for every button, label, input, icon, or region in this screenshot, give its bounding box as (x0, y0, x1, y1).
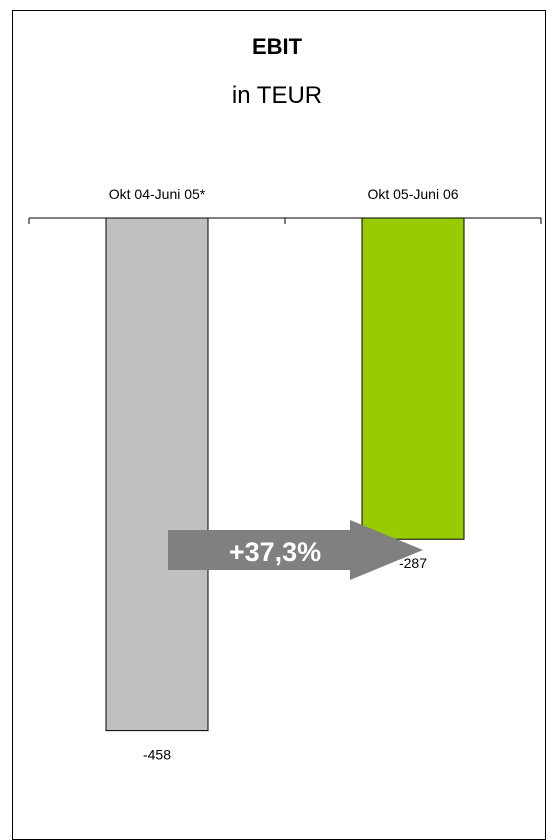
change-arrow (168, 520, 423, 580)
category-label-1: Okt 04-Juni 05* (109, 186, 206, 202)
data-label-2: -287 (399, 555, 427, 571)
chart-title: EBIT (251, 34, 303, 59)
category-label-2: Okt 05-Juni 06 (367, 186, 458, 202)
chart-subtitle: in TEUR (231, 82, 323, 109)
bar-1 (105, 217, 209, 732)
bar-2 (361, 217, 465, 540)
change-annotation-label: +37,3% (229, 537, 321, 567)
data-label-1: -458 (143, 747, 171, 763)
